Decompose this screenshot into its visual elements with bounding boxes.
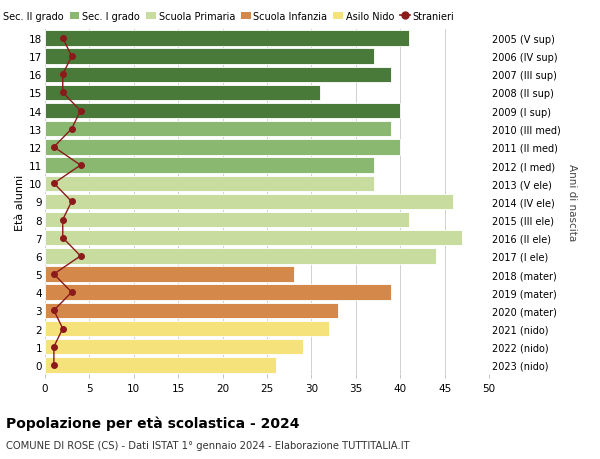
Bar [45, 213, 409, 228]
Legend: Sec. II grado, Sec. I grado, Scuola Primaria, Scuola Infanzia, Asilo Nido, Stran: Sec. II grado, Sec. I grado, Scuola Prim… [0, 11, 455, 22]
Bar [45, 230, 463, 246]
Bar [45, 85, 320, 101]
Bar [45, 321, 329, 336]
Bar [45, 158, 374, 174]
Y-axis label: Età alunni: Età alunni [15, 174, 25, 230]
Bar [45, 267, 293, 282]
Text: COMUNE DI ROSE (CS) - Dati ISTAT 1° gennaio 2024 - Elaborazione TUTTITALIA.IT: COMUNE DI ROSE (CS) - Dati ISTAT 1° genn… [6, 440, 410, 450]
Bar [45, 339, 302, 355]
Bar [45, 67, 391, 83]
Bar [45, 122, 391, 137]
Bar [45, 249, 436, 264]
Bar [45, 357, 276, 373]
Bar [45, 31, 409, 47]
Y-axis label: Anni di nascita: Anni di nascita [567, 163, 577, 241]
Bar [45, 104, 400, 119]
Bar [45, 194, 454, 210]
Bar [45, 176, 374, 191]
Bar [45, 49, 374, 65]
Text: Popolazione per età scolastica - 2024: Popolazione per età scolastica - 2024 [6, 415, 299, 430]
Bar [45, 303, 338, 319]
Bar [45, 140, 400, 155]
Bar [45, 285, 391, 300]
